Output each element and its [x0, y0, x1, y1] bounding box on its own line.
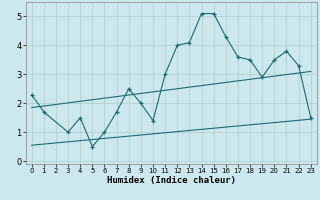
- X-axis label: Humidex (Indice chaleur): Humidex (Indice chaleur): [107, 176, 236, 185]
